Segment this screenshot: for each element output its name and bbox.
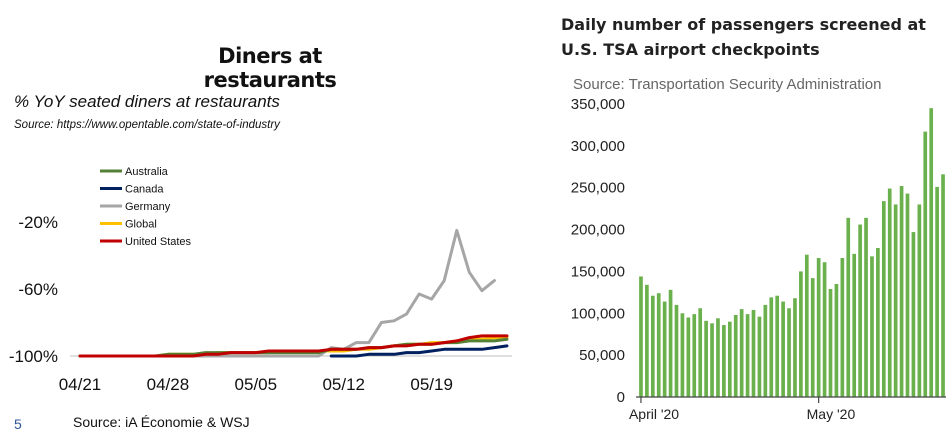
bar xyxy=(893,204,898,397)
legend-label: Global xyxy=(125,219,157,231)
left-x-tick-label: 05/12 xyxy=(322,375,365,394)
bar xyxy=(763,304,768,397)
bar xyxy=(810,278,815,397)
right-y-tick-label: 350,000 xyxy=(571,96,625,113)
right-y-tick-label: 300,000 xyxy=(571,138,625,155)
bar xyxy=(887,188,892,397)
right-y-tick-label: 200,000 xyxy=(571,222,625,239)
bar xyxy=(668,289,673,397)
bar xyxy=(852,253,857,397)
left-x-tick-label: 05/05 xyxy=(235,375,278,394)
bar xyxy=(870,256,874,397)
bar xyxy=(739,309,744,397)
bar xyxy=(733,314,738,397)
left-y-tick-label: -100% xyxy=(9,347,58,366)
bar xyxy=(680,313,685,397)
bar xyxy=(899,186,904,397)
bar xyxy=(804,254,809,397)
bar xyxy=(787,308,791,397)
left-x-tick-label: 05/19 xyxy=(410,375,453,394)
bar xyxy=(650,295,655,397)
bar xyxy=(781,301,785,397)
left-chart-title: Diners at restaurants xyxy=(203,44,337,92)
legend-label: Australia xyxy=(125,166,169,178)
series-line-united-states xyxy=(78,334,509,358)
right-y-tick-label: 250,000 xyxy=(571,180,625,197)
bar xyxy=(704,320,708,397)
bar xyxy=(905,193,910,397)
legend-label: Canada xyxy=(125,184,164,196)
bar xyxy=(751,309,756,397)
bar xyxy=(858,224,862,397)
left-y-tick-label: -60% xyxy=(18,280,58,299)
bar xyxy=(645,284,649,397)
bar xyxy=(929,108,934,397)
right-chart-title: Daily number of passengers screened at U… xyxy=(561,15,926,59)
bar xyxy=(775,295,780,397)
bar xyxy=(816,258,821,397)
bar xyxy=(710,323,714,397)
bar xyxy=(822,262,827,397)
right-y-tick-label: 0 xyxy=(617,389,625,406)
bar xyxy=(923,131,928,397)
bar xyxy=(799,271,803,397)
right-y-tick-label: 150,000 xyxy=(571,263,625,280)
bar xyxy=(656,293,661,397)
right-x-tick-label: May '20 xyxy=(807,406,856,422)
left-x-tick-label: 04/28 xyxy=(147,375,190,394)
bar xyxy=(935,186,939,397)
legend-label: Germany xyxy=(125,201,171,213)
bar xyxy=(941,174,945,397)
bar xyxy=(769,297,774,397)
left-chart-subtitle: % YoY seated diners at restaurants xyxy=(14,92,280,111)
bar xyxy=(722,325,726,397)
footer-source: Source: iA Économie & WSJ xyxy=(73,414,250,430)
left-y-tick-label: -20% xyxy=(18,213,58,232)
bar xyxy=(639,276,643,397)
bar xyxy=(793,298,797,397)
page-number: 5 xyxy=(14,416,22,432)
bar xyxy=(727,321,732,397)
bar xyxy=(876,247,880,397)
bar xyxy=(757,316,762,397)
bar xyxy=(846,217,851,397)
bar xyxy=(840,258,845,397)
bar xyxy=(864,217,868,397)
bar xyxy=(716,318,720,397)
bar xyxy=(881,201,886,397)
bar xyxy=(828,289,833,397)
bar xyxy=(674,304,679,397)
bar xyxy=(692,314,697,397)
left-x-tick-label: 04/21 xyxy=(59,375,102,394)
right-chart-source: Source: Transportation Security Administ… xyxy=(573,76,882,93)
bar xyxy=(745,314,750,397)
series-line-canada xyxy=(329,344,509,358)
right-y-tick-label: 50,000 xyxy=(579,347,625,364)
bar xyxy=(834,283,839,397)
bar xyxy=(698,308,703,397)
left-chart-source: Source: https://www.opentable.com/state-… xyxy=(14,119,280,131)
bar xyxy=(911,232,916,397)
bar xyxy=(686,317,691,397)
right-x-tick-label: April '20 xyxy=(629,406,679,422)
legend-label: United States xyxy=(125,236,192,248)
right-y-tick-label: 100,000 xyxy=(571,305,625,322)
bar xyxy=(662,301,667,397)
bar xyxy=(917,204,922,397)
